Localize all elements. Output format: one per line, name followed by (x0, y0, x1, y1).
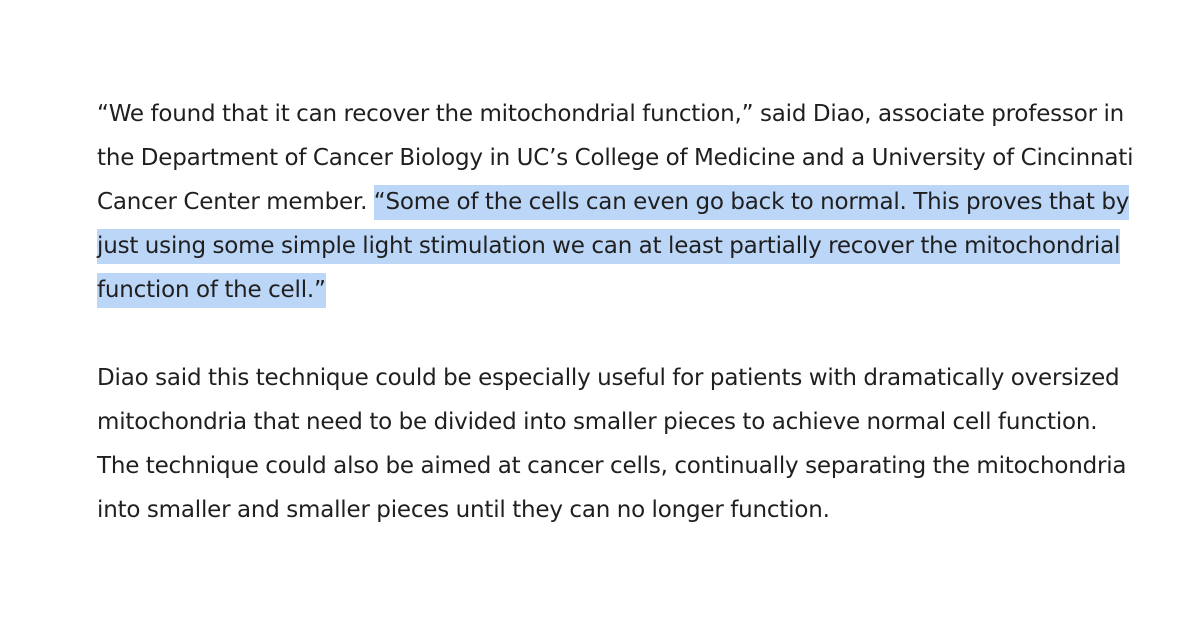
technique-paragraph: Diao said this technique could be especi… (97, 356, 1137, 532)
article-body: “We found that it can recover the mitoch… (97, 92, 1137, 532)
technique-text[interactable]: Diao said this technique could be especi… (97, 365, 1127, 523)
quote-intro-text[interactable]: “We found that it can recover the mitoch… (97, 101, 1134, 215)
quote-paragraph: “We found that it can recover the mitoch… (97, 92, 1137, 312)
